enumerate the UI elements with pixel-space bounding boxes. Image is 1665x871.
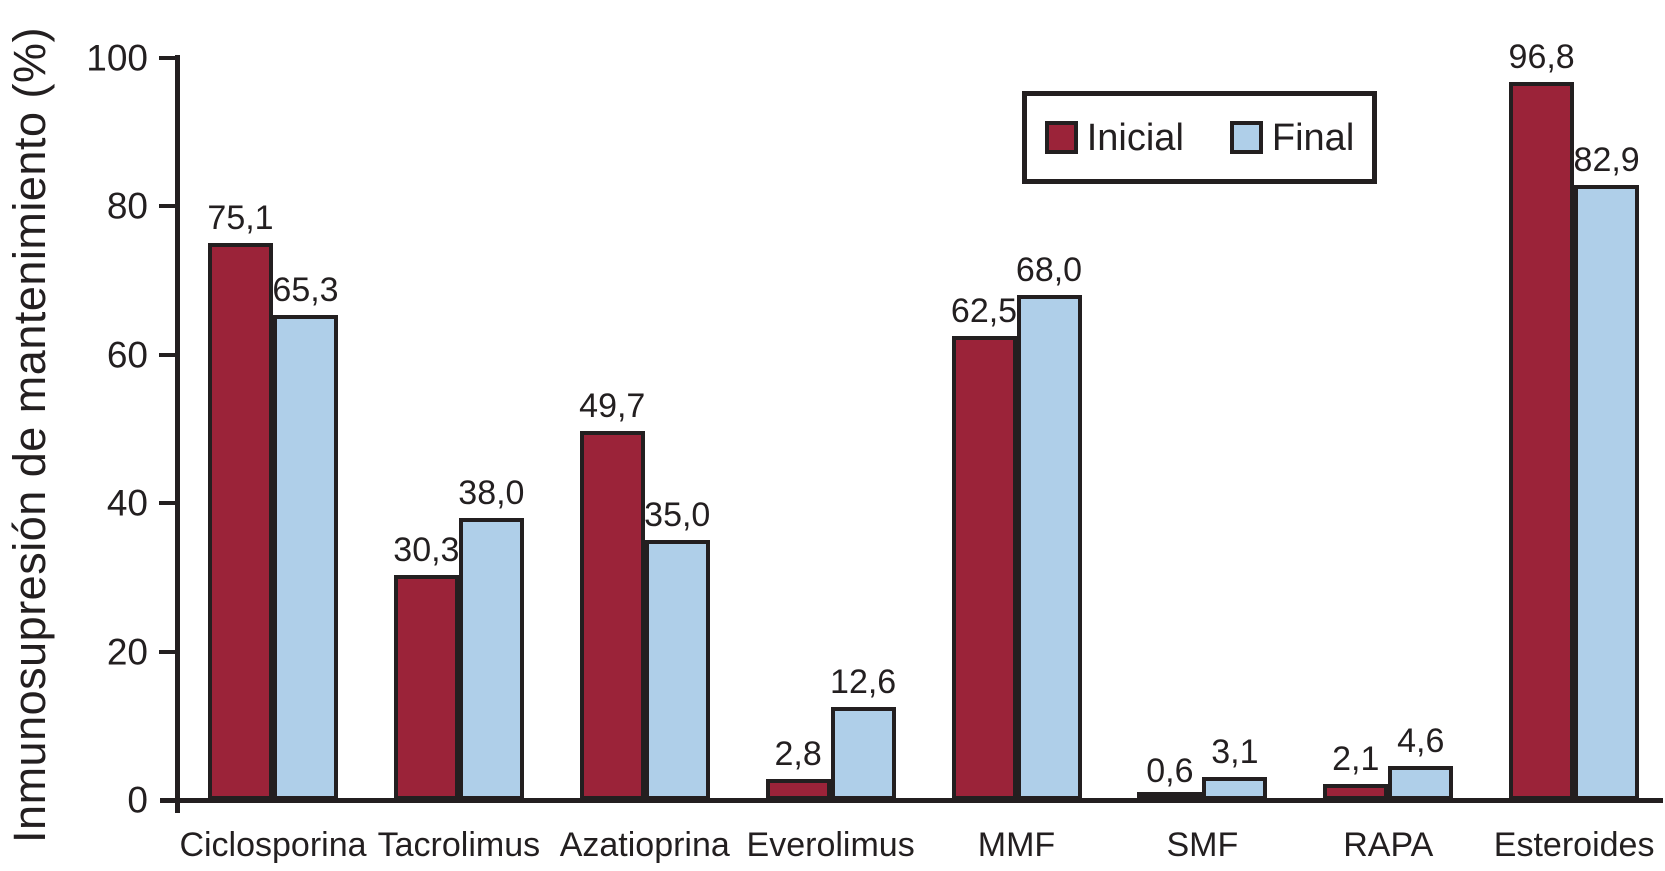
data-label-final-ciclosporina: 65,3 [272,271,339,310]
bar-inicial-esteroides [1509,81,1575,800]
data-label-inicial-ciclosporina: 75,1 [207,198,274,237]
data-label-final-tacrolimus: 38,0 [458,474,525,513]
legend: Inicial Final [1022,91,1377,184]
y-tick-mark [159,56,175,60]
y-tick-label: 80 [106,185,148,227]
x-axis-line [160,798,1663,803]
y-tick-label: 60 [106,334,148,376]
bar-inicial-tacrolimus [393,575,459,800]
bar-final-mmf [1016,295,1082,800]
data-label-final-esteroides: 82,9 [1573,140,1640,179]
bar-inicial-azatioprina [579,431,645,800]
x-tick-label-mmf: MMF [977,826,1056,864]
y-tick-mark [159,352,175,357]
legend-label-inicial: Inicial [1086,116,1184,159]
bar-final-rapa [1388,765,1454,800]
y-tick-mark [159,204,175,209]
plot-area: 75,1 65,3 30,3 38,0 49,7 35,0 2,8 12,6 62,5 68,0 0… [177,40,1664,800]
x-tick-label-smf: SMF [1166,826,1239,864]
data-label-inicial-azatioprina: 49,7 [579,387,646,426]
bar-final-tacrolimus [458,518,524,800]
data-label-inicial-mmf: 62,5 [950,292,1018,331]
x-tick-label-azatioprina: Azatioprina [559,826,730,864]
bar-inicial-ciclosporina [208,242,273,800]
legend-swatch-final-icon [1229,121,1263,154]
x-tick-label-tacrolimus: Tacrolimus [377,826,541,864]
legend-swatch-inicial-icon [1044,121,1078,154]
bar-final-azatioprina [644,540,710,800]
x-tick-label-rapa: RAPA [1343,826,1434,864]
bar-final-esteroides [1574,184,1640,800]
data-label-final-everolimus: 12,6 [830,662,897,701]
data-label-inicial-rapa: 2,1 [1332,740,1380,779]
data-label-inicial-everolimus: 2,8 [774,735,822,774]
bar-final-smf [1202,777,1268,800]
y-tick-mark [159,649,175,654]
legend-item-final: Final [1229,116,1355,159]
data-label-final-rapa: 4,6 [1397,721,1445,760]
y-tick-mark [159,501,175,506]
legend-label-final: Final [1271,116,1355,159]
x-tick-label-ciclosporina: Ciclosporina [179,826,367,864]
legend-item-inicial: Inicial [1044,116,1184,159]
data-label-inicial-tacrolimus: 30,3 [393,531,460,570]
data-label-final-mmf: 68,0 [1015,251,1083,290]
bar-inicial-mmf [951,336,1017,800]
data-label-final-azatioprina: 35,0 [644,496,711,535]
data-label-final-smf: 3,1 [1211,733,1259,771]
y-tick-label: 100 [86,37,148,79]
data-label-inicial-esteroides: 96,8 [1508,37,1575,76]
y-tick-label: 20 [106,631,148,673]
y-tick-label: 40 [106,482,148,524]
x-tick-label-esteroides: Esteroides [1493,826,1655,864]
bar-final-ciclosporina [273,315,338,800]
y-tick-label: 0 [127,779,148,821]
x-tick-label-everolimus: Everolimus [746,826,915,864]
bar-inicial-everolimus [765,779,831,800]
bar-final-everolimus [830,706,896,800]
data-label-inicial-smf: 0,6 [1146,751,1194,790]
y-axis-line [175,55,180,813]
y-axis-title: Inmunosupresión de mantenimiento (%) [4,27,55,843]
